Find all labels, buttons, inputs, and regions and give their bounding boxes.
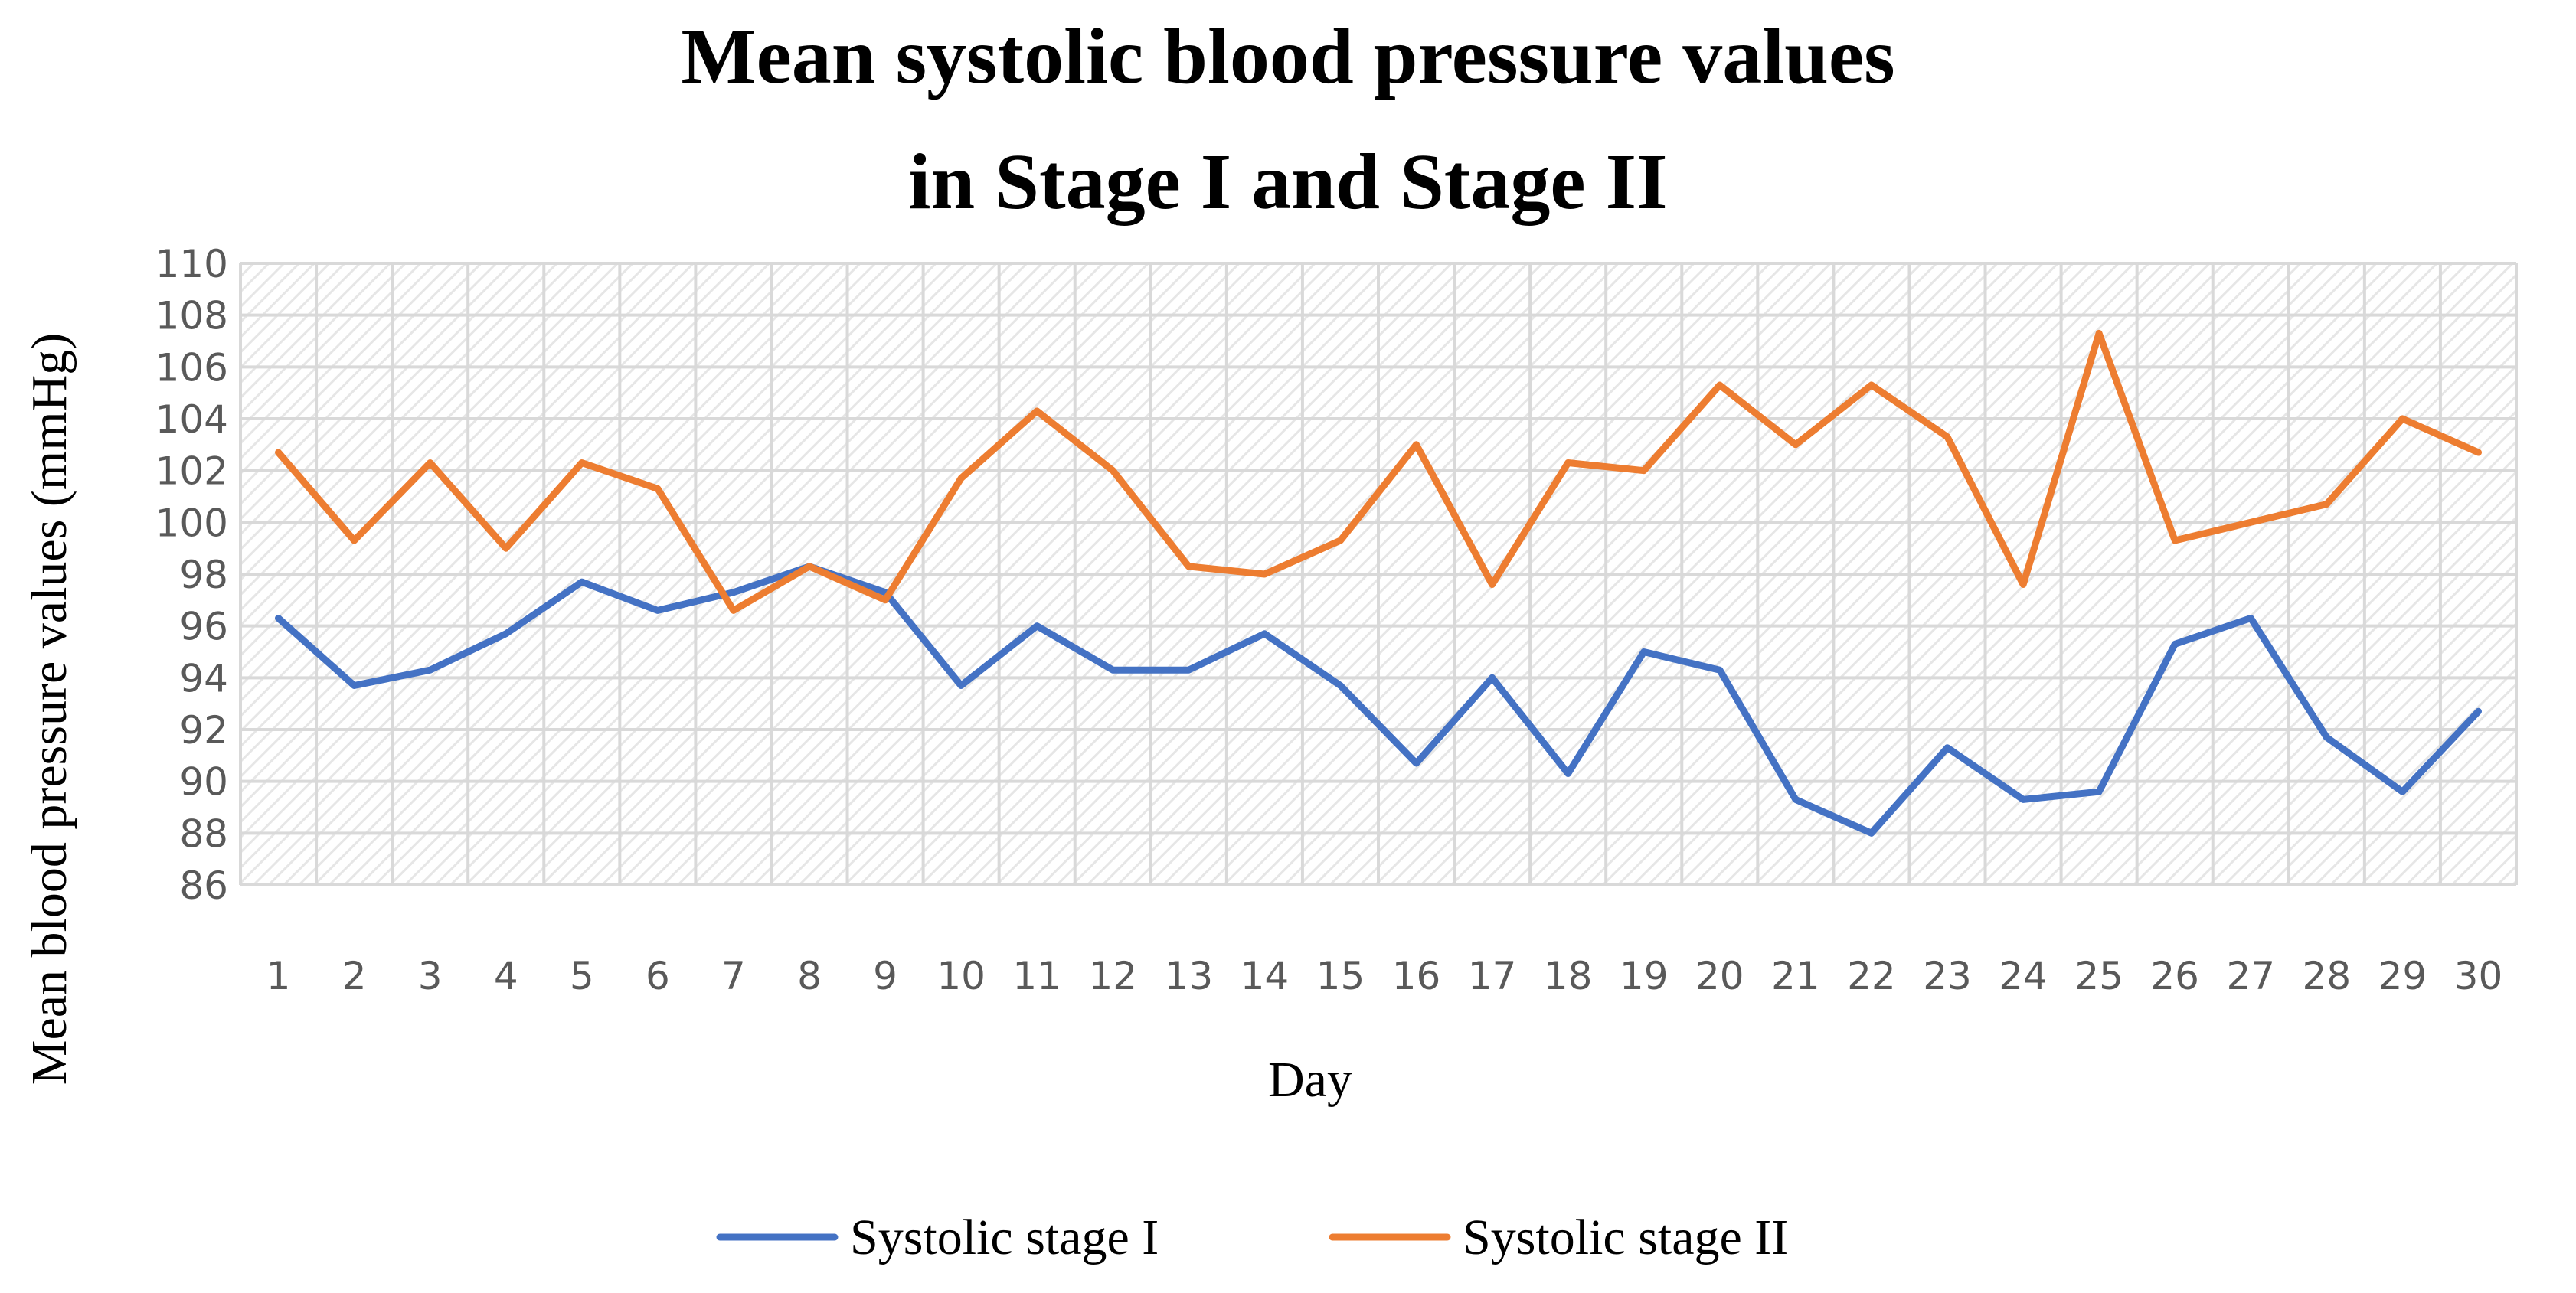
legend: Systolic stage I Systolic stage II <box>716 1210 1788 1265</box>
x-tick-label: 20 <box>1695 954 1744 998</box>
x-tick-label: 25 <box>2074 954 2123 998</box>
x-tick-label: 18 <box>1544 954 1593 998</box>
x-tick-label: 12 <box>1088 954 1137 998</box>
y-tick-label: 86 <box>179 864 228 908</box>
x-tick-label: 24 <box>1999 954 2048 998</box>
y-tick-label: 98 <box>179 553 228 597</box>
legend-label-stage-2: Systolic stage II <box>1463 1210 1788 1265</box>
y-tick-label: 106 <box>155 345 228 390</box>
x-axis-ticks: 1 2 3 4 5 6 7 8 9 10 11 12 13 14 15 16 17 18 19 20 21 22 23 24 2… <box>266 954 2503 998</box>
x-tick-label: 1 <box>266 954 291 998</box>
x-tick-label: 17 <box>1468 954 1517 998</box>
y-tick-label: 108 <box>155 294 228 338</box>
x-tick-label: 19 <box>1620 954 1669 998</box>
y-axis-title: Mean blood pressure values (mmHg) <box>21 333 77 1085</box>
chart-title-line-1: Mean systolic blood pressure values <box>681 12 1894 100</box>
x-tick-label: 28 <box>2303 954 2352 998</box>
x-tick-label: 4 <box>494 954 518 998</box>
x-tick-label: 21 <box>1771 954 1820 998</box>
chart-title-line-2: in Stage I and Stage II <box>908 138 1667 226</box>
x-tick-label: 10 <box>937 954 986 998</box>
x-tick-label: 14 <box>1241 954 1290 998</box>
x-tick-label: 11 <box>1012 954 1061 998</box>
x-tick-label: 2 <box>342 954 367 998</box>
x-tick-label: 7 <box>721 954 746 998</box>
x-tick-label: 29 <box>2378 954 2427 998</box>
y-tick-label: 100 <box>155 501 228 545</box>
legend-label-stage-1: Systolic stage I <box>850 1210 1159 1265</box>
x-tick-label: 9 <box>873 954 897 998</box>
y-tick-label: 110 <box>155 242 228 286</box>
y-tick-label: 90 <box>179 760 228 805</box>
y-axis-ticks: 86 88 90 92 94 96 98 100 102 104 106 108 110 <box>155 242 228 908</box>
y-tick-label: 96 <box>179 605 228 649</box>
x-axis-title: Day <box>1268 1052 1352 1108</box>
x-tick-label: 6 <box>646 954 670 998</box>
y-tick-label: 94 <box>179 656 228 700</box>
y-tick-label: 102 <box>155 449 228 494</box>
x-tick-label: 16 <box>1392 954 1441 998</box>
series-line-2 <box>275 329 2482 614</box>
y-tick-label: 88 <box>179 811 228 856</box>
y-tick-label: 92 <box>179 708 228 753</box>
series-lines <box>275 329 2482 837</box>
x-tick-label: 15 <box>1316 954 1365 998</box>
x-tick-label: 30 <box>2454 954 2503 998</box>
x-tick-label: 5 <box>570 954 594 998</box>
x-tick-label: 27 <box>2226 954 2275 998</box>
x-tick-label: 23 <box>1923 954 1972 998</box>
series-line-1 <box>275 563 2482 837</box>
gridlines <box>239 262 2518 886</box>
x-tick-label: 3 <box>418 954 443 998</box>
x-tick-label: 8 <box>797 954 822 998</box>
x-tick-label: 26 <box>2150 954 2199 998</box>
y-tick-label: 104 <box>155 397 228 442</box>
x-tick-label: 13 <box>1165 954 1214 998</box>
x-tick-label: 22 <box>1847 954 1896 998</box>
